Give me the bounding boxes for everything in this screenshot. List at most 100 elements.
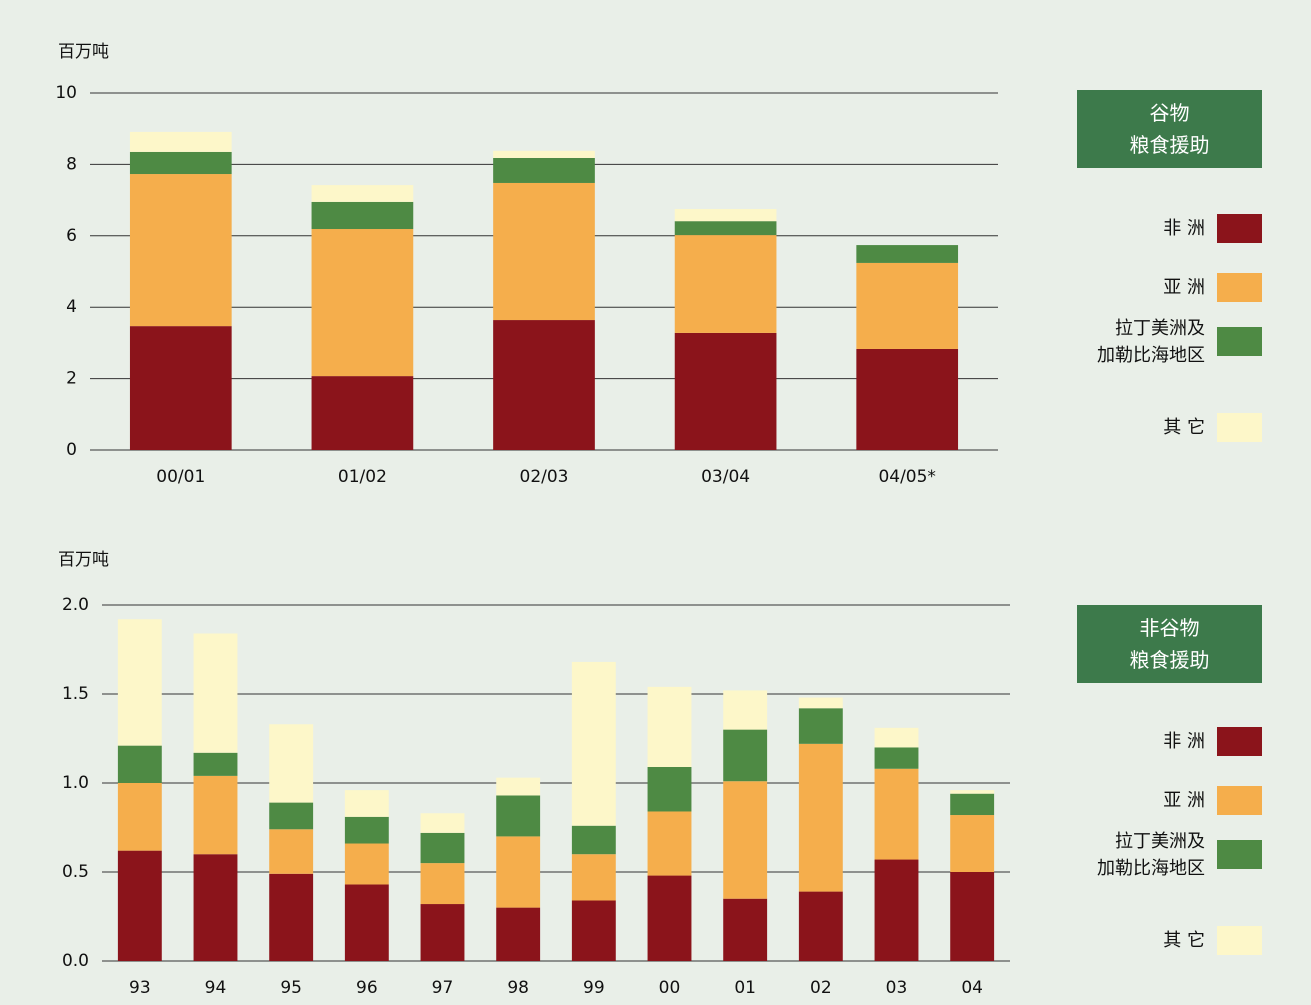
bar-segment — [856, 262, 959, 349]
bar-segment — [493, 182, 595, 321]
bar-segment — [269, 829, 314, 874]
bar-segment — [571, 661, 616, 826]
bar-segment — [647, 875, 692, 961]
legend-label: 非 洲 — [1163, 731, 1205, 752]
x-tick-label: 03 — [886, 978, 908, 998]
x-tick-label: 97 — [432, 978, 454, 998]
bar-segment — [117, 850, 162, 961]
legend-label: 拉丁美洲及 加勒比海地区 — [1097, 317, 1205, 366]
legend-title: 谷物 粮食援助 — [1077, 90, 1262, 168]
bar-segment — [344, 843, 389, 885]
x-tick-label: 00/01 — [156, 467, 205, 487]
y-tick-label: 0.0 — [62, 951, 89, 971]
bar-segment — [496, 907, 541, 961]
legend-label: 其 它 — [1163, 930, 1205, 951]
bar-segment — [674, 221, 777, 236]
bar-segment — [856, 245, 959, 263]
y-tick-label: 10 — [55, 83, 77, 103]
legend-label: 拉丁美洲及 加勒比海地区 — [1097, 830, 1205, 879]
x-tick-label: 02/03 — [520, 467, 569, 487]
bar-segment — [193, 775, 238, 855]
x-tick-label: 02 — [810, 978, 832, 998]
x-tick-label: 00 — [659, 978, 681, 998]
legend-label: 亚 洲 — [1163, 790, 1205, 811]
bar-segment — [571, 900, 616, 961]
bar-segment — [798, 697, 843, 709]
bar-segment — [950, 815, 995, 872]
bar-segment — [798, 708, 843, 744]
x-tick-label: 04 — [961, 978, 983, 998]
bar-segment — [647, 766, 692, 812]
y-axis-label: 百万吨 — [58, 550, 109, 570]
bar-segment — [496, 777, 541, 796]
bar-segment — [129, 131, 232, 152]
bar-segment — [647, 811, 692, 876]
bar-segment — [674, 332, 777, 450]
y-tick-label: 8 — [66, 154, 77, 174]
bar-segment — [798, 743, 843, 892]
bar-segment — [129, 174, 232, 327]
legend-label: 其 它 — [1163, 417, 1205, 438]
y-tick-label: 4 — [66, 297, 77, 317]
legend-swatch — [1217, 926, 1262, 955]
bar-segment — [311, 376, 414, 450]
bar-segment — [129, 151, 232, 175]
y-tick-label: 2 — [66, 369, 77, 389]
bar-segment — [269, 802, 314, 830]
bar-segment — [723, 781, 768, 899]
x-tick-label: 01/02 — [338, 467, 387, 487]
legend-title: 非谷物 粮食援助 — [1077, 605, 1262, 683]
bar-segment — [117, 619, 162, 746]
bar-segment — [496, 836, 541, 908]
bar-segment — [269, 873, 314, 961]
bar-segment — [311, 185, 414, 202]
bar-segment — [950, 793, 995, 816]
x-tick-label: 93 — [129, 978, 151, 998]
legend-swatch — [1217, 840, 1262, 869]
bar-segment — [723, 690, 768, 730]
bar-segment — [420, 832, 465, 864]
bar-segment — [193, 854, 238, 961]
bar-segment — [129, 326, 232, 450]
bar-segment — [723, 898, 768, 961]
bar-segment — [674, 209, 777, 222]
bar-segment — [493, 320, 595, 450]
bar-segment — [874, 768, 919, 860]
y-tick-label: 0 — [66, 440, 77, 460]
bar-segment — [117, 745, 162, 783]
bar-segment — [117, 783, 162, 851]
bar-segment — [344, 816, 389, 844]
y-tick-label: 0.5 — [62, 862, 89, 882]
x-tick-label: 94 — [205, 978, 227, 998]
bar-segment — [493, 150, 595, 158]
bar-segment — [311, 229, 414, 377]
x-tick-label: 98 — [507, 978, 529, 998]
legend-label: 非 洲 — [1163, 218, 1205, 239]
bar-segment — [311, 201, 414, 230]
y-tick-label: 2.0 — [62, 595, 89, 615]
legend-swatch — [1217, 327, 1262, 356]
bar-segment — [798, 891, 843, 961]
legend-swatch — [1217, 727, 1262, 756]
bar-segment — [950, 872, 995, 961]
x-tick-label: 01 — [734, 978, 756, 998]
x-tick-label: 96 — [356, 978, 378, 998]
y-tick-label: 1.0 — [62, 773, 89, 793]
bar-segment — [950, 790, 995, 794]
bar-segment — [496, 795, 541, 837]
bar-segment — [723, 729, 768, 782]
bar-segment — [193, 633, 238, 753]
legend-swatch — [1217, 786, 1262, 815]
bar-segment — [856, 348, 959, 450]
x-tick-label: 95 — [280, 978, 302, 998]
bar-segment — [344, 884, 389, 961]
y-axis-label: 百万吨 — [58, 42, 109, 62]
legend-label: 亚 洲 — [1163, 277, 1205, 298]
bar-segment — [420, 904, 465, 961]
x-tick-label: 99 — [583, 978, 605, 998]
legend-swatch — [1217, 214, 1262, 243]
bar-segment — [269, 724, 314, 803]
bar-segment — [874, 727, 919, 748]
x-tick-label: 03/04 — [701, 467, 750, 487]
